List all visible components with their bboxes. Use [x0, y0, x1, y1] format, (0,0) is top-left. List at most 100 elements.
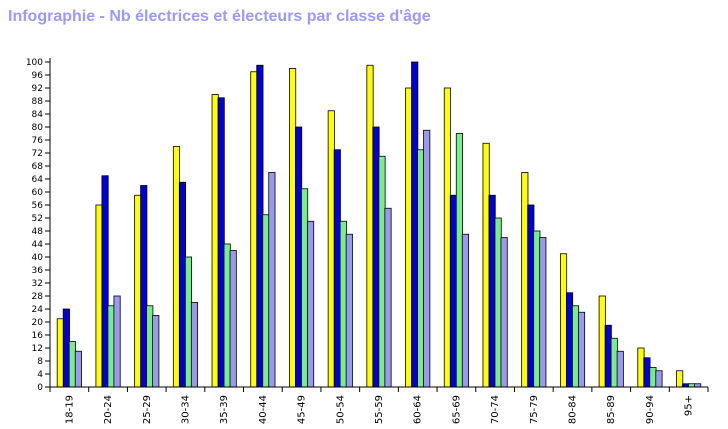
x-category-label: 50-54 — [335, 395, 346, 424]
bar — [295, 126, 303, 388]
y-tick-label: 8 — [37, 357, 43, 367]
bar — [289, 68, 297, 388]
bar — [339, 220, 347, 388]
x-category-label: 55-59 — [374, 395, 385, 424]
y-tick-label: 16 — [32, 331, 44, 341]
bar — [482, 142, 490, 388]
bar — [488, 194, 496, 388]
x-category-label: 40-44 — [258, 395, 269, 424]
bar — [345, 233, 353, 388]
y-tick-label: 88 — [32, 97, 44, 107]
bar — [378, 155, 386, 388]
x-category-label: 35-39 — [219, 395, 230, 424]
y-tick-label: 4 — [37, 370, 43, 380]
bar — [268, 172, 276, 388]
bar — [229, 250, 237, 388]
bar — [604, 324, 612, 388]
bar — [417, 149, 425, 388]
bar — [101, 175, 109, 388]
bar — [307, 220, 315, 388]
x-category-label: 70-74 — [490, 395, 501, 424]
bar — [455, 133, 463, 388]
y-tick-label: 28 — [32, 292, 44, 302]
x-category-label: 90-94 — [645, 395, 656, 424]
x-category-label: 60-64 — [413, 395, 424, 424]
y-tick-label: 92 — [32, 84, 43, 94]
bar — [256, 64, 264, 388]
y-tick-label: 20 — [32, 318, 44, 328]
x-category-label: 18-19 — [64, 395, 75, 424]
bar — [146, 305, 154, 388]
y-tick-label: 96 — [32, 71, 44, 81]
bar — [333, 149, 341, 388]
bar — [405, 87, 413, 388]
bar — [655, 370, 663, 388]
chart-title: Infographie - Nb électrices et électeurs… — [8, 8, 431, 25]
bar — [223, 243, 231, 388]
bar — [500, 237, 508, 388]
bar — [178, 181, 187, 388]
y-tick-label: 44 — [32, 240, 44, 250]
bar — [56, 318, 64, 388]
bar — [565, 292, 574, 388]
x-category-label: 25-29 — [142, 395, 153, 424]
y-tick-label: 32 — [32, 279, 43, 289]
bar — [95, 204, 103, 388]
y-tick-label: 52 — [32, 214, 43, 224]
y-tick-label: 36 — [32, 266, 44, 276]
y-tick-label: 76 — [32, 136, 44, 146]
y-tick-label: 68 — [32, 162, 44, 172]
x-category-label: 20-24 — [103, 395, 114, 424]
bar — [539, 237, 547, 388]
y-tick-label: 12 — [32, 344, 43, 354]
bar — [411, 61, 419, 388]
y-tick-label: 84 — [32, 110, 44, 120]
bar — [184, 256, 193, 388]
bar — [62, 308, 70, 388]
bar — [152, 315, 160, 388]
bar — [649, 367, 657, 388]
bar — [643, 357, 651, 388]
bar — [676, 370, 684, 388]
bar — [423, 129, 431, 388]
bar — [521, 172, 529, 388]
bar — [68, 341, 76, 388]
bar — [598, 295, 606, 388]
bar — [113, 295, 121, 388]
bar — [301, 188, 309, 388]
bar — [372, 126, 380, 388]
bar — [190, 302, 199, 388]
bar — [134, 194, 142, 388]
x-category-label: 65-69 — [451, 395, 462, 424]
bar — [217, 97, 225, 388]
x-category-label: 30-34 — [180, 395, 191, 424]
bar — [172, 146, 181, 388]
y-tick-label: 40 — [32, 253, 44, 263]
plot-area: 0481216202428323640444852566064687276808… — [26, 58, 709, 424]
bar — [250, 71, 258, 388]
bar — [211, 94, 219, 388]
bar — [577, 311, 586, 388]
bar — [616, 350, 624, 388]
bar — [533, 230, 541, 388]
x-category-label: 95+ — [684, 395, 695, 416]
bar — [527, 204, 535, 388]
bar — [443, 87, 451, 388]
y-tick-label: 64 — [32, 175, 44, 185]
bar — [140, 185, 148, 388]
bar — [74, 350, 82, 388]
y-tick-label: 72 — [32, 149, 43, 159]
bar — [384, 207, 392, 388]
bar — [327, 110, 335, 388]
bar — [610, 337, 618, 388]
bar — [494, 217, 502, 388]
x-category-label: 80-84 — [568, 395, 579, 424]
y-tick-label: 80 — [32, 123, 44, 133]
y-tick-label: 0 — [37, 383, 43, 393]
bar — [559, 253, 568, 388]
bar — [571, 305, 580, 388]
y-tick-label: 48 — [32, 227, 44, 237]
y-tick-label: 56 — [32, 201, 44, 211]
y-tick-label: 60 — [32, 188, 44, 198]
